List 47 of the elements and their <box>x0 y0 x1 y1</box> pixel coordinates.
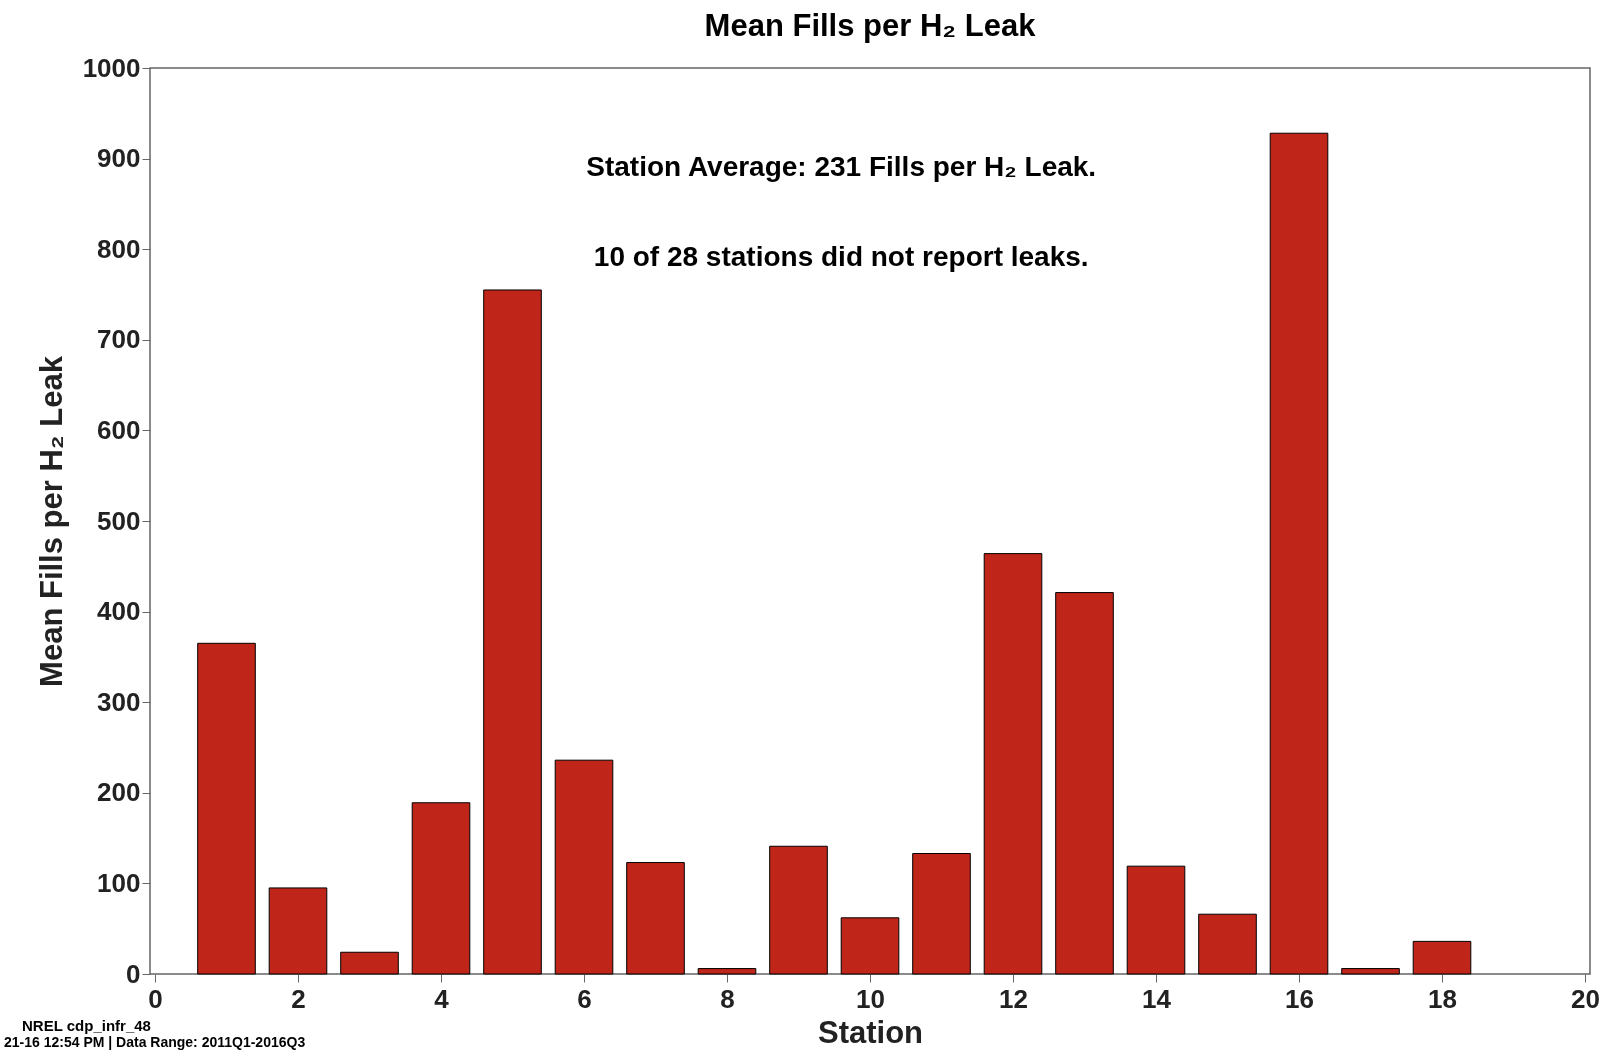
bar <box>483 289 542 975</box>
bar <box>697 968 757 975</box>
y-tick-label: 700 <box>97 324 141 355</box>
bar <box>983 553 1043 975</box>
bar <box>197 642 256 975</box>
bar <box>340 951 399 975</box>
y-tick-label: 0 <box>126 958 141 989</box>
text: 21-16 12:54 PM | Data Range: 2011Q1-2016Q3 <box>4 1034 306 1050</box>
bar <box>1341 968 1400 975</box>
y-tick-label: 600 <box>97 414 141 445</box>
bar <box>268 887 328 975</box>
annotation: 10 of 28 stations did not report leaks. <box>593 241 1089 272</box>
y-tick-label: 100 <box>97 867 141 898</box>
x-tick-label: 4 <box>434 983 450 1014</box>
bar <box>1198 913 1257 975</box>
text: NREL cdp_infr_48 <box>22 1017 151 1034</box>
x-tick-label: 6 <box>577 983 592 1014</box>
chart-title: Mean Fills per H₂ Leak <box>704 8 1037 43</box>
y-tick-label: 500 <box>97 505 141 536</box>
bar <box>554 759 614 975</box>
x-tick-label: 12 <box>999 983 1028 1014</box>
x-tick-label: 20 <box>1571 983 1600 1014</box>
y-tick-label: 900 <box>97 143 141 174</box>
x-axis-title: Station <box>817 1014 924 1050</box>
x-tick-label: 10 <box>856 983 885 1014</box>
y-axis-title: Mean Fills per H₂ Leak <box>33 355 69 687</box>
x-tick-label: 0 <box>148 983 163 1014</box>
bar <box>1126 865 1186 975</box>
y-tick-label: 200 <box>97 777 141 808</box>
bar <box>626 862 685 975</box>
y-tick-label: 400 <box>97 596 141 627</box>
bar <box>912 853 971 975</box>
x-tick-label: 18 <box>1428 983 1457 1014</box>
bar <box>1055 592 1114 975</box>
bar <box>1412 940 1472 975</box>
y-tick-label: 800 <box>97 233 141 264</box>
x-tick-label: 2 <box>291 983 306 1014</box>
annotation: Station Average: 231 Fills per H₂ Leak. <box>586 151 1097 182</box>
bar <box>769 845 828 975</box>
bar <box>840 917 900 975</box>
bar <box>1269 132 1329 975</box>
y-tick-label: 300 <box>97 686 141 717</box>
bar <box>411 802 471 975</box>
x-tick-label: 16 <box>1285 983 1314 1014</box>
x-tick-label: 8 <box>720 983 735 1014</box>
y-tick-label: 1000 <box>82 52 141 83</box>
x-tick-label: 14 <box>1142 983 1172 1014</box>
